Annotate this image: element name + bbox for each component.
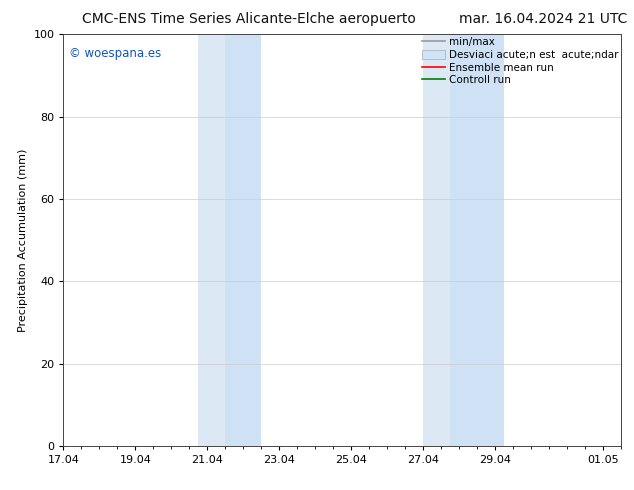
Text: © woespana.es: © woespana.es: [69, 47, 161, 60]
Bar: [450, 34, 504, 446]
Text: mar. 16.04.2024 21 UTC: mar. 16.04.2024 21 UTC: [459, 12, 628, 26]
Bar: [225, 34, 261, 446]
Y-axis label: Precipitation Accumulation (mm): Precipitation Accumulation (mm): [18, 148, 28, 332]
Text: CMC-ENS Time Series Alicante-Elche aeropuerto: CMC-ENS Time Series Alicante-Elche aerop…: [82, 12, 417, 26]
Bar: [198, 34, 225, 446]
Bar: [424, 34, 450, 446]
Legend: min/max, Desviaci acute;n est  acute;ndar, Ensemble mean run, Controll run: min/max, Desviaci acute;n est acute;ndar…: [422, 37, 618, 85]
